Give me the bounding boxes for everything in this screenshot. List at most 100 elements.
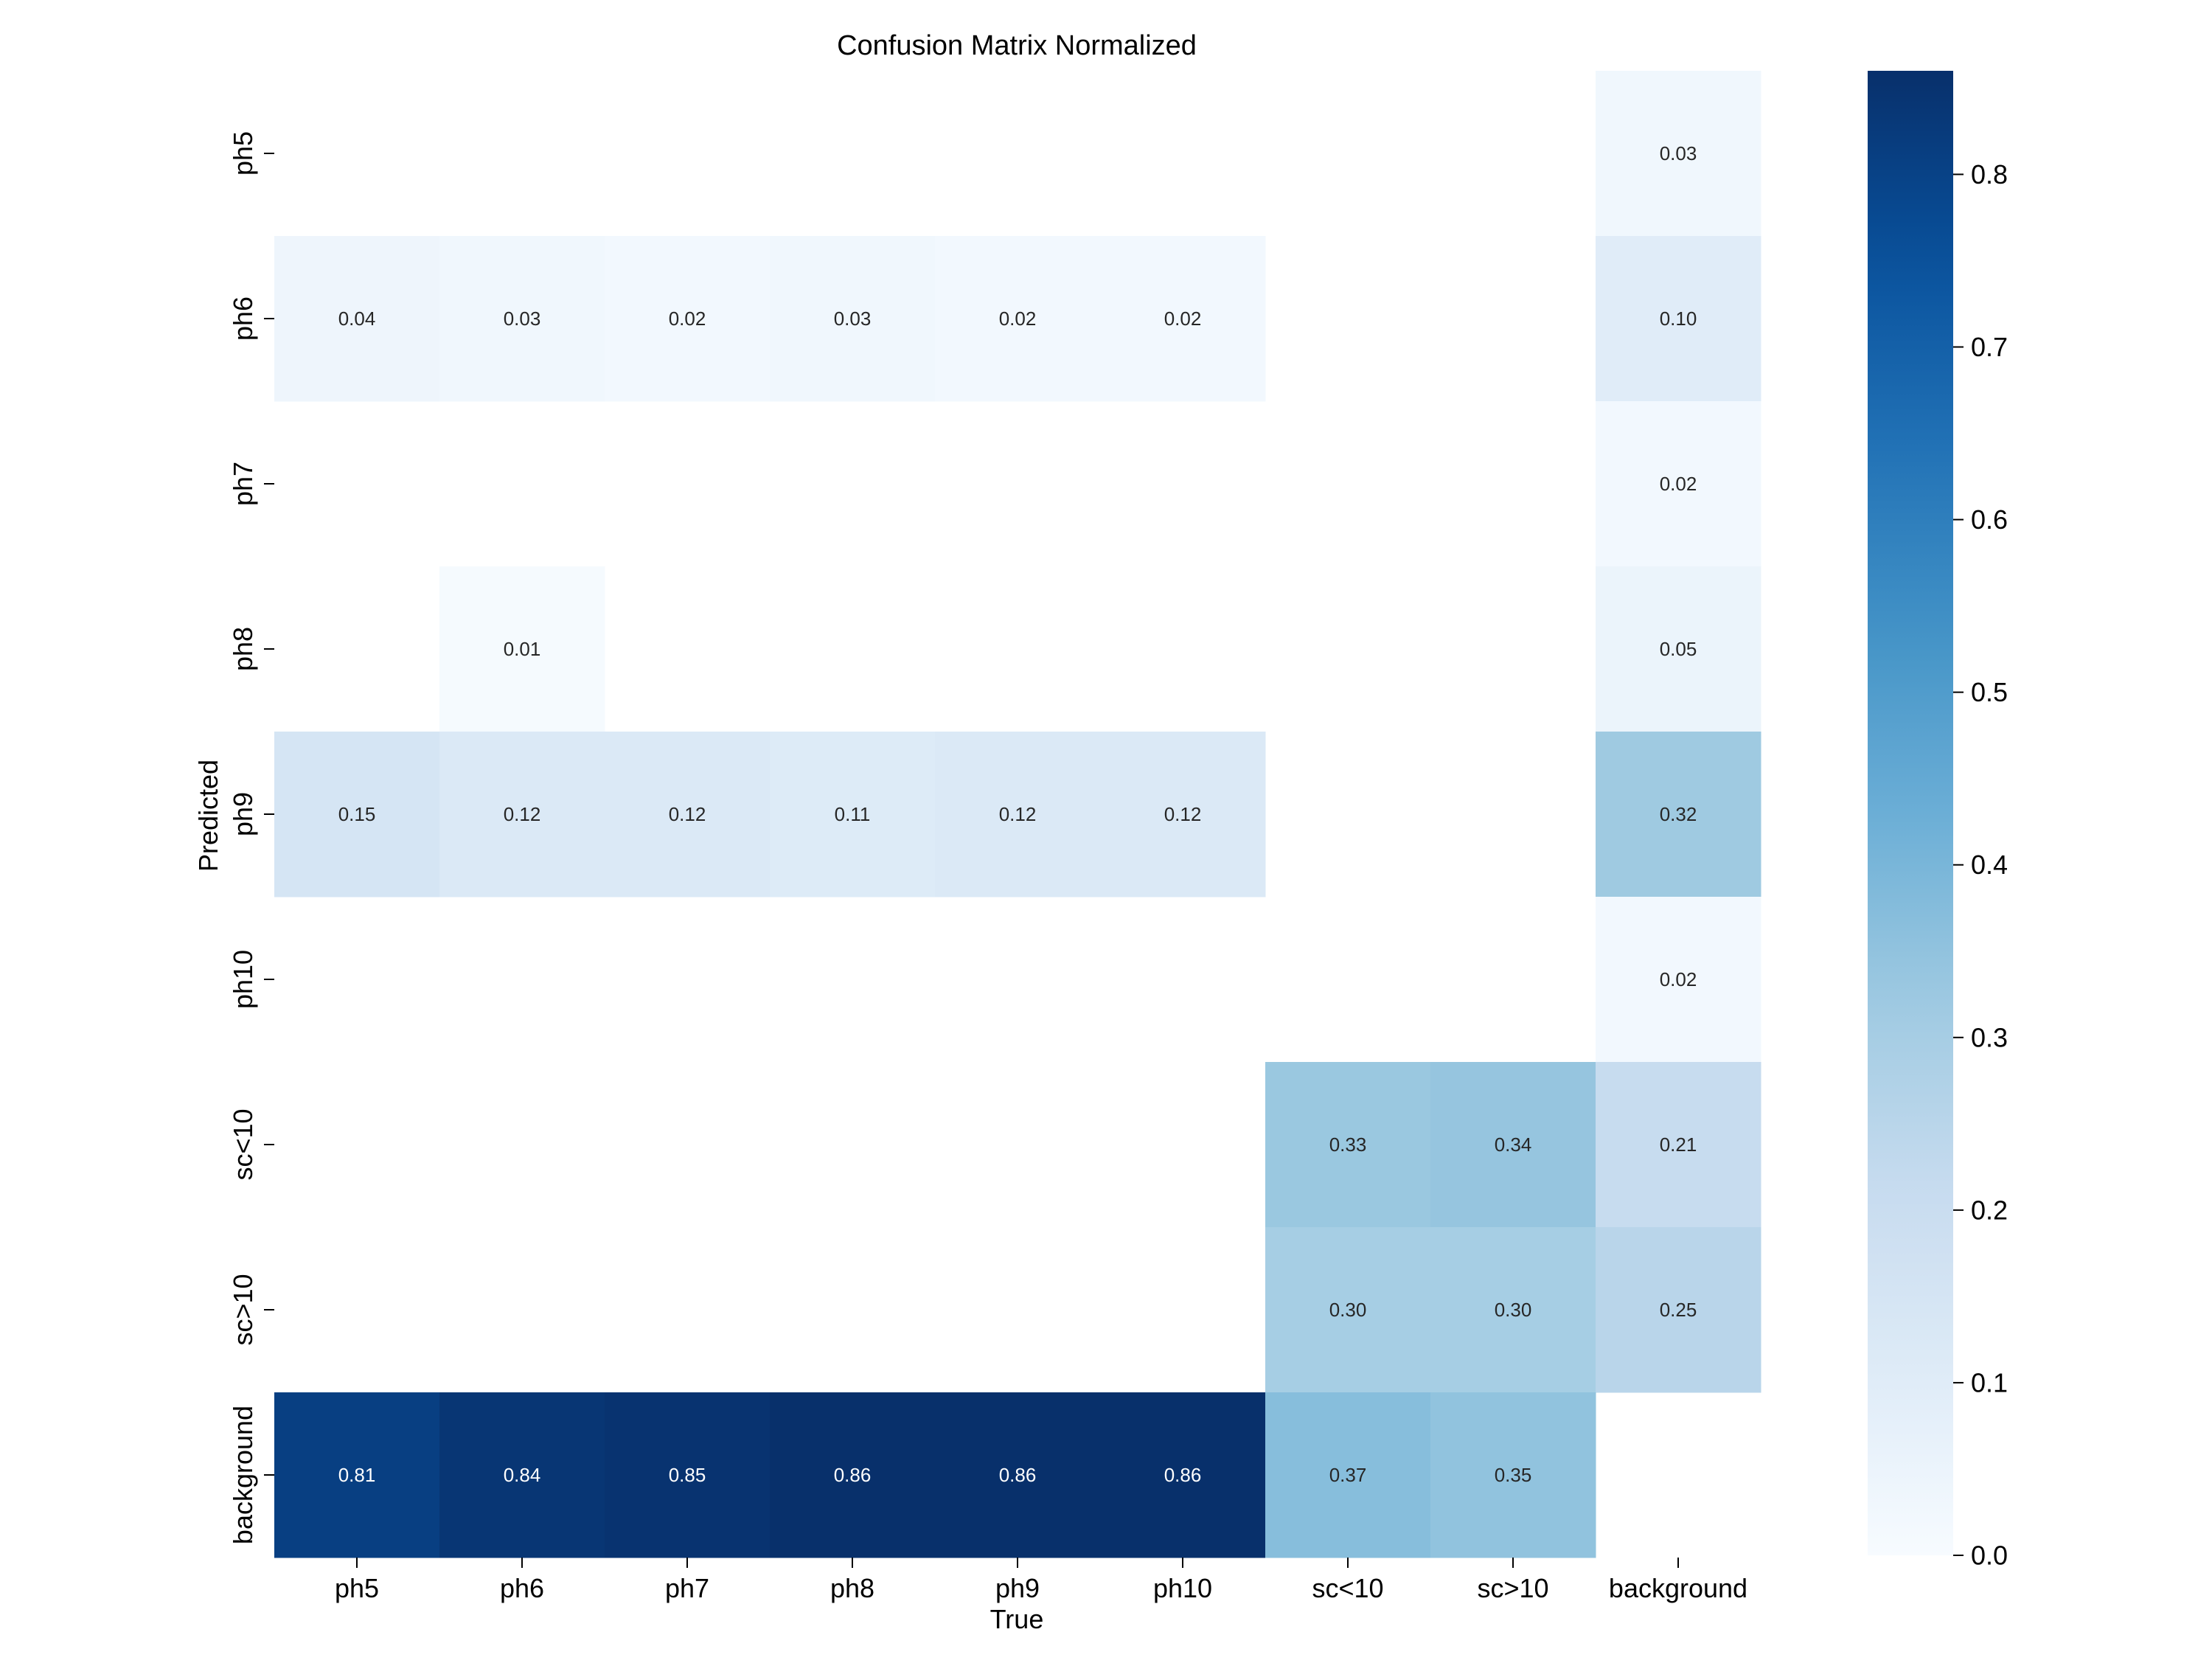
cell-value-label: 0.01	[504, 638, 541, 660]
y-tick-label: ph9	[228, 792, 258, 836]
heatmap-cell	[770, 236, 936, 402]
heatmap-cell	[1596, 236, 1761, 402]
colorbar-tick-label: 0.3	[1971, 1022, 2008, 1052]
cell-value-label: 0.11	[835, 803, 871, 825]
cell-value-label: 0.12	[1164, 803, 1202, 825]
cell-value-label: 0.30	[1495, 1299, 1532, 1321]
heatmap-cell	[935, 732, 1101, 898]
y-tick-label: ph8	[228, 627, 258, 671]
cell-value-label: 0.30	[1329, 1299, 1367, 1321]
heatmap-cell	[1430, 1062, 1596, 1228]
y-tick-label: ph7	[228, 462, 258, 506]
cell-value-label: 0.34	[1495, 1133, 1532, 1156]
cell-value-label: 0.12	[504, 803, 541, 825]
colorbar-tick-label: 0.1	[1971, 1367, 2008, 1398]
cell-value-label: 0.84	[504, 1464, 541, 1486]
heatmap-cell	[1596, 401, 1761, 567]
heatmap-cell	[439, 1392, 605, 1558]
cell-value-label: 0.35	[1495, 1464, 1532, 1486]
heatmap-cell	[439, 566, 605, 732]
x-tick-label: ph5	[335, 1573, 379, 1603]
cell-value-label: 0.02	[1164, 308, 1202, 330]
cell-value-label: 0.02	[1660, 473, 1697, 495]
heatmap-cell	[1100, 732, 1266, 898]
cell-value-label: 0.10	[1660, 308, 1697, 330]
colorbar-tick-label: 0.5	[1971, 677, 2008, 707]
y-tick-label: sc<10	[228, 1108, 258, 1180]
heatmap-cell	[274, 732, 440, 898]
heatmap-cell	[1100, 1392, 1266, 1558]
heatmap-cell	[770, 732, 936, 898]
heatmap-cell	[605, 732, 771, 898]
cell-value-label: 0.33	[1329, 1133, 1367, 1156]
heatmap-cell	[1265, 1227, 1431, 1393]
heatmap-cell	[935, 236, 1101, 402]
x-tick-label: ph8	[830, 1573, 874, 1603]
heatmap-cell	[1596, 71, 1761, 237]
heatmap-cell	[1265, 1062, 1431, 1228]
cell-value-label: 0.02	[1660, 968, 1697, 990]
cell-value-label: 0.37	[1329, 1464, 1367, 1486]
cell-value-label: 0.25	[1660, 1299, 1697, 1321]
heatmap-cell	[605, 236, 771, 402]
heatmap-cell	[274, 1392, 440, 1558]
x-tick-label: ph10	[1153, 1573, 1212, 1603]
heatmap-cell	[274, 236, 440, 402]
chart-title: Confusion Matrix Normalized	[837, 30, 1197, 61]
cell-value-label: 0.81	[338, 1464, 376, 1486]
x-tick-label: ph7	[665, 1573, 709, 1603]
cell-value-label: 0.86	[999, 1464, 1037, 1486]
cell-value-label: 0.21	[1660, 1133, 1697, 1156]
y-tick-label: sc>10	[228, 1274, 258, 1345]
colorbar-ticks: 0.0 0.1 0.2 0.3 0.4 0.5 0.6 0.7 0.8	[1953, 159, 2008, 1571]
x-tick-label: sc>10	[1477, 1573, 1548, 1603]
y-tick-label: ph5	[228, 131, 258, 176]
heatmap-cell	[605, 1392, 771, 1558]
heatmap-cell	[439, 732, 605, 898]
heatmap-cell	[1430, 1227, 1596, 1393]
y-tick-label: ph6	[228, 296, 258, 341]
colorbar-tick-label: 0.4	[1971, 850, 2008, 880]
heatmap-cell	[1100, 236, 1266, 402]
x-tick-label: background	[1609, 1573, 1747, 1603]
heatmap-cell	[1430, 1392, 1596, 1558]
cell-value-label: 0.04	[338, 308, 376, 330]
heatmap-cell	[770, 1392, 936, 1558]
colorbar-tick-label: 0.2	[1971, 1195, 2008, 1225]
colorbar-tick-label: 0.8	[1971, 159, 2008, 190]
x-axis: ph5 ph6 ph7 ph8 ph9 ph10 sc<10 sc>10 background	[335, 1558, 1747, 1603]
x-tick-label: sc<10	[1312, 1573, 1383, 1603]
colorbar	[1868, 71, 1953, 1555]
heatmap-cell	[1596, 566, 1761, 732]
y-tick-label: ph10	[228, 950, 258, 1009]
y-tick-label: background	[228, 1406, 258, 1544]
cell-value-labels: 0.03 0.04 0.03 0.02 0.03 0.02 0.02 0.10 0.02 0.01…	[338, 142, 1697, 1486]
cell-value-label: 0.86	[1164, 1464, 1202, 1486]
colorbar-tick-label: 0.7	[1971, 332, 2008, 362]
heatmap-cell	[1596, 1227, 1761, 1393]
heatmap-cell	[1596, 732, 1761, 898]
heatmap-cell	[1596, 1062, 1761, 1228]
cell-value-label: 0.12	[669, 803, 706, 825]
cell-value-label: 0.03	[834, 308, 872, 330]
cell-value-label: 0.12	[999, 803, 1037, 825]
cell-value-label: 0.32	[1660, 803, 1697, 825]
colorbar-tick-label: 0.0	[1971, 1541, 2008, 1571]
cell-value-label: 0.02	[669, 308, 706, 330]
cell-value-label: 0.86	[834, 1464, 872, 1486]
heatmap-cell	[439, 236, 605, 402]
y-axis: ph5 ph6 ph7 ph8 ph9 ph10 sc<10 sc>10 background	[228, 131, 274, 1544]
cell-value-label: 0.15	[338, 803, 376, 825]
heatmap-cell	[1596, 897, 1761, 1063]
y-axis-label: Predicted	[193, 760, 223, 872]
cell-value-label: 0.85	[669, 1464, 706, 1486]
cell-value-label: 0.03	[504, 308, 541, 330]
colorbar-tick-label: 0.6	[1971, 504, 2008, 535]
cell-value-label: 0.03	[1660, 142, 1697, 164]
heatmap-cells	[274, 71, 1761, 1558]
x-tick-label: ph6	[500, 1573, 544, 1603]
x-tick-label: ph9	[995, 1573, 1040, 1603]
cell-value-label: 0.02	[999, 308, 1037, 330]
